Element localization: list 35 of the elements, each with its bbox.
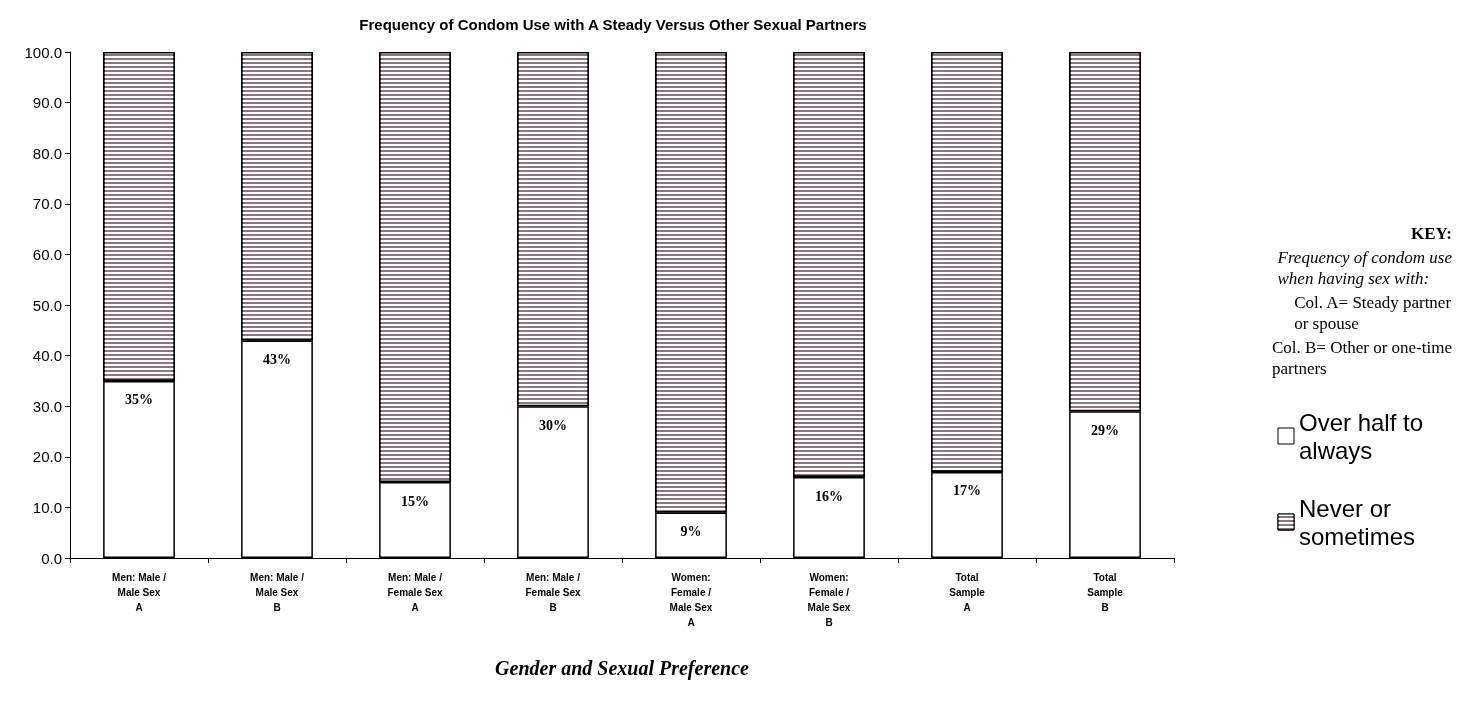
y-tick-label: 70.0 <box>32 195 62 213</box>
data-label: 15% <box>401 493 429 509</box>
y-tick-label: 10.0 <box>32 498 62 516</box>
data-label: 9% <box>680 523 702 539</box>
text: Col. B= Other or one-time partners <box>1271 338 1452 378</box>
data-label: 29% <box>1091 422 1119 438</box>
y-tick-label: 20.0 <box>32 448 62 466</box>
y-tick-label: 30.0 <box>32 397 62 415</box>
data-label: 30% <box>539 417 567 433</box>
legend-label: Over half to always <box>1299 408 1430 464</box>
y-tick-label: 0.0 <box>41 549 62 567</box>
y-tick-label: 80.0 <box>32 144 62 162</box>
data-label: 17% <box>953 483 981 499</box>
x-tick-label: Total Sample A <box>949 572 986 613</box>
x-tick-label: Total Sample B <box>1087 572 1124 613</box>
text: Col. A= Steady partner or spouse <box>1294 293 1452 333</box>
data-label: 43% <box>263 351 291 367</box>
y-tick-label: 40.0 <box>32 347 62 365</box>
x-tick-label: Women: Female / Male Sex A <box>669 572 713 628</box>
y-tick-label: 90.0 <box>32 94 62 112</box>
legend-label: Never or sometimes <box>1299 494 1416 550</box>
x-tick-label: Men: Male / Female Sex B <box>525 572 581 613</box>
data-label: 35% <box>125 392 153 408</box>
chart-title: Frequency of Condom Use with A Steady Versus Other Sexual Partners <box>359 16 867 33</box>
text: KEY: <box>1411 224 1453 243</box>
y-tick-label: 50.0 <box>32 296 62 314</box>
x-tick-label: Men: Male / Male Sex B <box>250 572 305 613</box>
x-tick-label: Men: Male / Female Sex A <box>387 572 443 613</box>
x-tick-label: Men: Male / Male Sex A <box>112 572 167 613</box>
y-tick-label: 60.0 <box>32 245 62 263</box>
x-tick-label: Women: Female / Male Sex B <box>807 572 851 628</box>
y-tick-label: 100.0 <box>24 43 62 61</box>
data-label: 16% <box>815 488 843 504</box>
text: Frequency of condom use when having sex with: <box>1276 248 1453 288</box>
x-axis-title: Gender and Sexual Preference <box>495 657 750 680</box>
